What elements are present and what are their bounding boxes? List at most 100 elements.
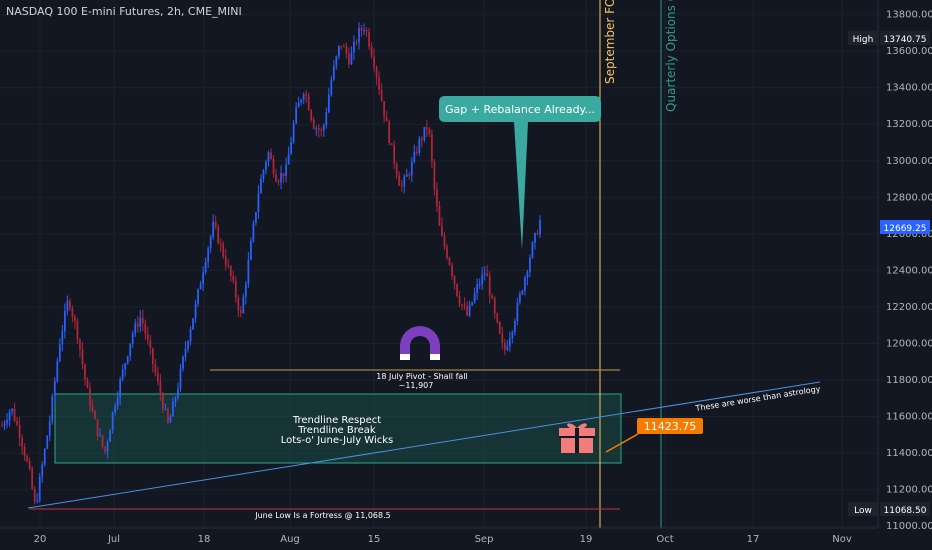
pivot-label-2: ~11,907 [399, 381, 434, 390]
candle-body [164, 408, 167, 410]
candle-body [71, 308, 74, 317]
low-tag: Low [854, 506, 872, 516]
candle-body [53, 380, 56, 397]
candle-body [446, 246, 448, 259]
callout-value: 11423.75 [644, 420, 697, 433]
candle-body [267, 152, 270, 162]
high-tag: High [853, 35, 874, 45]
candle-body [403, 176, 406, 186]
candle-body [96, 419, 99, 436]
candle-body [8, 411, 11, 421]
candle-body [516, 302, 519, 322]
candle-body [169, 416, 172, 423]
candle-body [109, 430, 111, 442]
candle-body [159, 381, 162, 395]
callout-pointer [605, 433, 639, 453]
low-value-box [880, 502, 930, 516]
candle-body [325, 112, 328, 126]
candle-body [486, 273, 489, 277]
candle-body [146, 334, 149, 341]
candle-body [194, 303, 197, 319]
high-value: 13740.75 [884, 35, 927, 45]
candle-body [395, 163, 398, 176]
candle-body [48, 421, 51, 436]
candle-body [232, 275, 235, 281]
candle-body [390, 143, 393, 146]
candle-body [508, 338, 511, 347]
candle-body [156, 373, 159, 382]
candle-body [13, 408, 16, 421]
candle-body [89, 388, 91, 407]
candle-body [317, 128, 320, 131]
candle-body [511, 332, 514, 339]
high-value-box [880, 31, 930, 45]
candle-body [461, 304, 463, 306]
candle-body [31, 468, 34, 489]
candle-body [408, 174, 411, 176]
candle-body [3, 423, 6, 426]
candle-body [94, 411, 96, 420]
candle-body [498, 321, 501, 334]
current-value-box [880, 220, 930, 234]
candle-body [272, 159, 275, 174]
candle-body [6, 420, 8, 424]
candle-body [76, 321, 79, 340]
candle-body [363, 30, 365, 32]
candle-body [222, 243, 225, 257]
candle-body [513, 321, 516, 333]
trendline [27, 381, 821, 509]
zone-label-3: Lots-o' June-July Wicks [281, 435, 394, 446]
candle-body [338, 45, 340, 57]
candle-body [81, 349, 84, 365]
candle-body [101, 435, 104, 447]
candle-body [443, 235, 446, 247]
candle-body [365, 30, 368, 32]
candle-body [463, 305, 466, 307]
candle-body [23, 446, 26, 457]
magnet-icon [400, 326, 440, 360]
candle-body [385, 116, 388, 122]
candle-body [224, 256, 227, 266]
zone-label-1: Trendline Respect [292, 415, 381, 426]
y-tick-label: 12400.00 [886, 265, 932, 276]
candle-body [428, 128, 431, 135]
candle-body [491, 295, 494, 299]
candle-body [265, 161, 267, 171]
candle-body [415, 151, 418, 153]
candle-body [448, 258, 451, 265]
candle-body [539, 220, 541, 235]
x-tick-label: 19 [580, 534, 593, 545]
candle-body [1, 425, 3, 427]
x-tick-label: 18 [198, 534, 211, 545]
candle-body [358, 28, 360, 43]
candle-body [534, 233, 536, 243]
candle-body [217, 226, 220, 244]
candle-body [368, 31, 370, 47]
candle-body [353, 41, 355, 53]
low-tag-box [848, 502, 878, 516]
candle-body [400, 185, 403, 187]
candle-body [69, 300, 71, 309]
candle-body [436, 189, 438, 206]
candle-body [413, 151, 416, 162]
candle-body [250, 240, 252, 260]
candle-body [257, 193, 260, 213]
candle-body [529, 257, 531, 272]
candle-body [182, 356, 184, 369]
candle-body [524, 277, 526, 291]
candle-body [476, 284, 479, 293]
candle-body [506, 346, 509, 350]
candle-body [141, 317, 144, 324]
candle-body [51, 396, 54, 422]
candle-body [307, 95, 310, 111]
candle-body [327, 94, 330, 113]
candle-body [496, 313, 499, 322]
candle-body [280, 173, 282, 183]
candle-body [41, 464, 44, 477]
candle-body [212, 222, 215, 237]
candle-body [285, 164, 287, 177]
candle-body [370, 46, 373, 57]
x-tick-label: Oct [656, 534, 673, 545]
y-tick-label: 12000.00 [886, 338, 932, 349]
